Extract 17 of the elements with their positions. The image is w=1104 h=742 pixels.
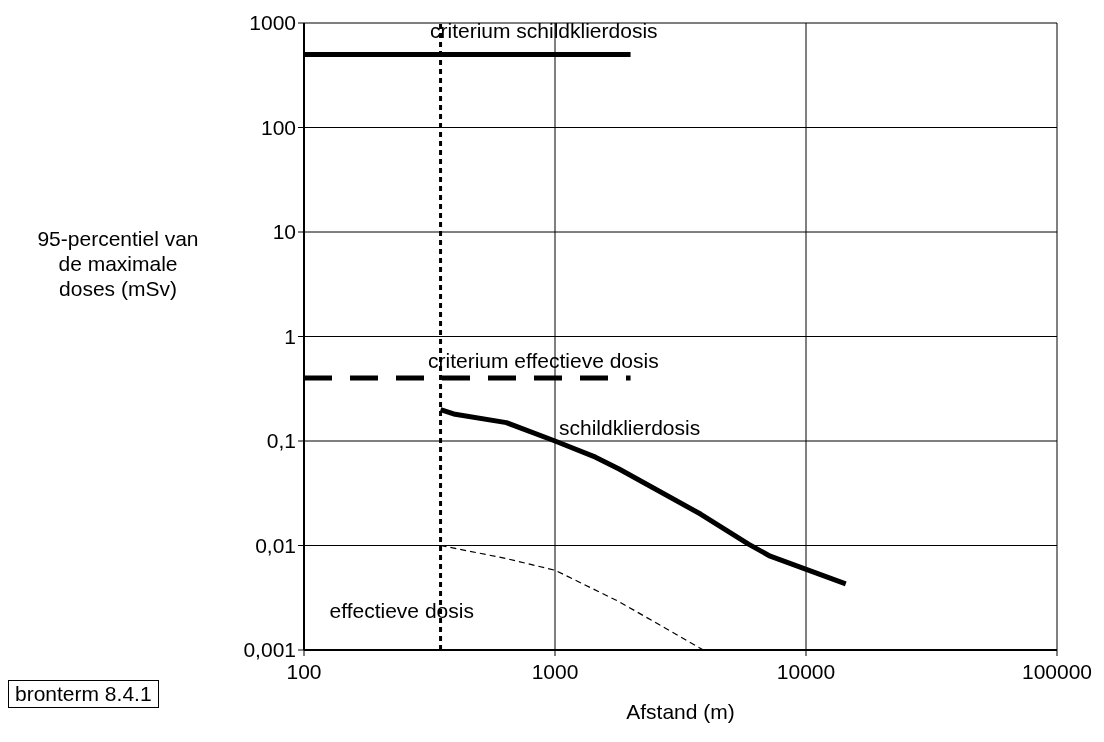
- text: bronterm 8.4.1: [8, 680, 159, 708]
- series-label: schildklierdosis: [559, 416, 701, 439]
- y-tick-label: 0,1: [266, 429, 296, 453]
- text: effectieve dosis: [329, 598, 474, 622]
- y-tick-label: 100: [260, 115, 296, 139]
- y-axis-title: 95-percentiel van de maximale doses (mSv): [36, 226, 200, 301]
- y-tick-label: 0,01: [255, 533, 296, 557]
- y-tick-label: 0,001: [243, 638, 296, 662]
- x-tick-label: 1000: [531, 659, 579, 683]
- series-label: criterium schildklierdosis: [430, 19, 658, 43]
- y-tick-label: 1: [284, 324, 296, 348]
- y-tick-label: 10: [272, 220, 296, 244]
- x-tick-label: 10000: [776, 659, 836, 683]
- x-tick-label: 100000: [1021, 659, 1093, 683]
- series-label: criterium effectieve dosis: [428, 349, 659, 373]
- x-axis-title: Afstand (m): [625, 700, 736, 724]
- y-tick-label: 1000: [249, 11, 296, 35]
